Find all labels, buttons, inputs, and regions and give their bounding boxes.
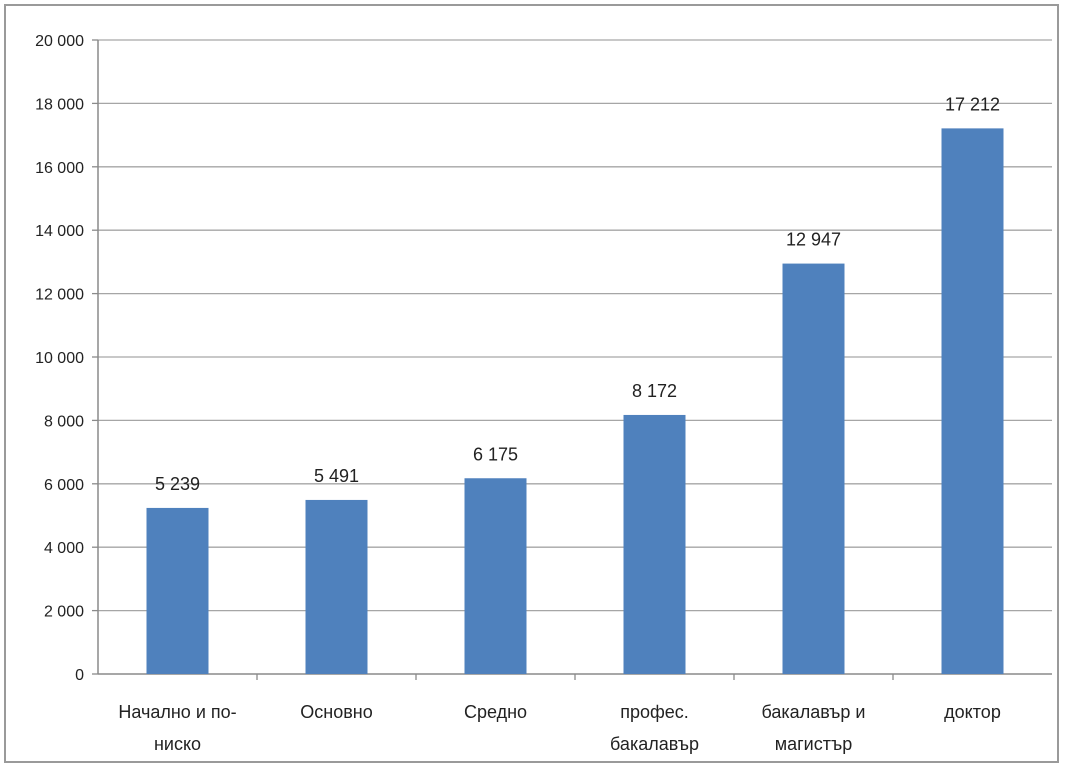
y-tick-label: 0 — [75, 667, 84, 684]
bar — [782, 263, 845, 674]
x-tick-label: ниско — [154, 734, 201, 754]
y-tick-label: 12 000 — [35, 287, 84, 304]
y-tick-label: 10 000 — [35, 350, 84, 367]
data-label: 5 491 — [314, 466, 359, 486]
y-tick-label: 20 000 — [35, 33, 84, 50]
data-label: 5 239 — [155, 474, 200, 494]
data-label: 8 172 — [632, 381, 677, 401]
y-tick-label: 4 000 — [44, 540, 84, 557]
x-tick-label: Средно — [464, 702, 527, 722]
y-tick-label: 6 000 — [44, 477, 84, 494]
x-tick-label: Начално и по- — [118, 702, 236, 722]
y-tick-label: 14 000 — [35, 223, 84, 240]
data-label: 12 947 — [786, 230, 841, 250]
y-tick-label: 16 000 — [35, 160, 84, 177]
y-tick-label: 2 000 — [44, 604, 84, 621]
bar — [305, 499, 368, 674]
x-tick-label: бакалавър и — [762, 702, 866, 722]
x-tick-label: профес. — [620, 702, 689, 722]
data-label: 17 212 — [945, 94, 1000, 114]
bar — [941, 128, 1004, 675]
y-tick-label: 8 000 — [44, 413, 84, 430]
y-tick-label: 18 000 — [35, 96, 84, 113]
bar — [464, 478, 527, 674]
data-label: 6 175 — [473, 444, 518, 464]
x-tick-label: магистър — [775, 734, 853, 754]
x-tick-label: доктор — [944, 702, 1001, 722]
bar — [146, 507, 209, 674]
bar — [623, 414, 686, 674]
x-tick-label: Основно — [300, 702, 372, 722]
x-tick-label: бакалавър — [610, 734, 699, 754]
